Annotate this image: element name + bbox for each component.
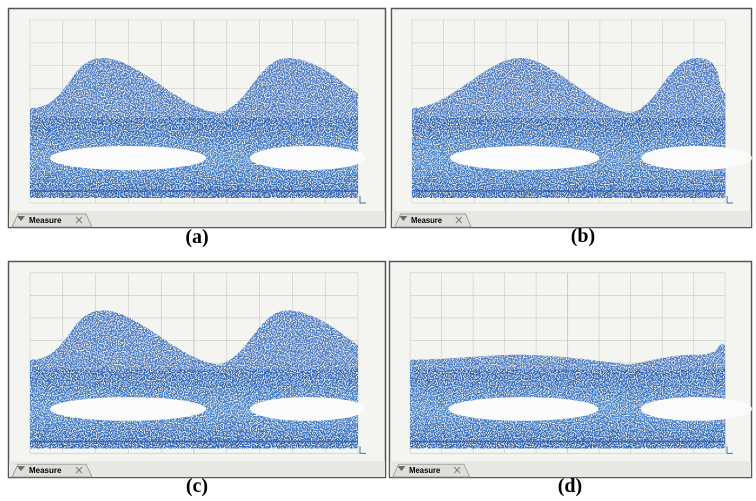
tab-label: Measure: [409, 466, 441, 475]
caption: (b): [571, 225, 595, 247]
marker: [726, 446, 733, 454]
toolbar: [389, 461, 752, 478]
eye-opening: [50, 146, 206, 170]
toolbar: [391, 211, 752, 227]
caption: (a): [185, 226, 208, 248]
toolbar: [9, 211, 385, 227]
eye-opening: [250, 397, 366, 421]
scope-panel: Measure: [7, 7, 387, 229]
scope-panel: Measure: [388, 260, 753, 479]
tab-arrow: [399, 216, 408, 221]
tab-close: [455, 216, 463, 224]
tab-close: [453, 466, 461, 474]
scope-panel: Measure: [7, 260, 387, 479]
tab-arrow: [397, 466, 406, 472]
tab-label: Measure: [29, 466, 62, 475]
tab-label: Measure: [411, 216, 443, 225]
toolbar: [9, 461, 385, 478]
tab-shape: [11, 213, 93, 228]
eye-opening: [640, 397, 752, 421]
marker: [359, 196, 366, 204]
scope-panel: Measure: [390, 7, 753, 229]
tab-close: [75, 466, 83, 474]
tab-shape: [392, 463, 471, 478]
eye-diagram: [410, 343, 726, 449]
tab-shape: [394, 213, 472, 228]
tab-arrow: [17, 466, 25, 472]
caption: (c): [186, 475, 208, 497]
tab-label: Measure: [29, 216, 62, 225]
tab-shape: [11, 463, 93, 478]
eye-opening: [250, 146, 366, 170]
eye-opening: [450, 146, 600, 170]
eye-opening: [448, 397, 599, 421]
caption: (d): [558, 475, 582, 497]
marker: [726, 196, 733, 204]
tab-close: [75, 216, 83, 224]
eye-opening: [50, 397, 206, 421]
tab-arrow: [17, 216, 25, 221]
marker: [359, 446, 366, 454]
eye-opening: [641, 146, 753, 170]
